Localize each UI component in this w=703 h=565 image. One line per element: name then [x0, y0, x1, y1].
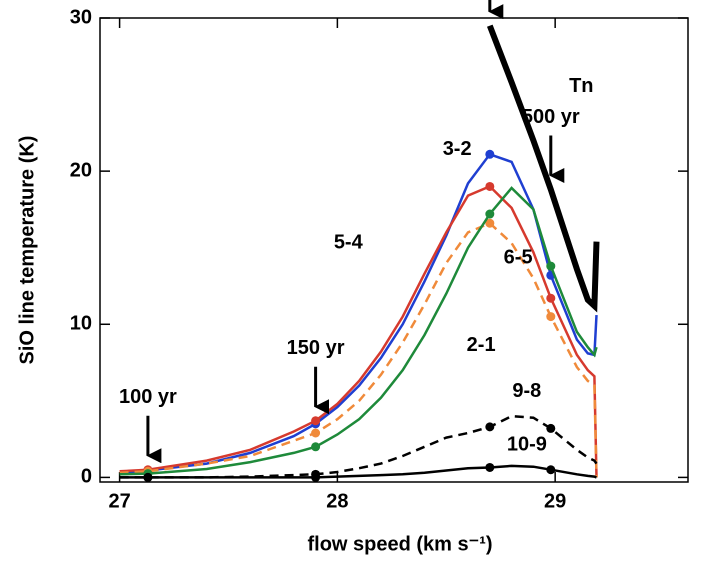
series-line: [119, 186, 598, 476]
point: [546, 293, 556, 303]
series-label: 2-1: [467, 334, 496, 356]
y-tick-label: 0: [81, 466, 92, 488]
series-line: [487, 24, 600, 313]
series-label: 6-5: [504, 247, 533, 269]
point: [311, 442, 321, 452]
y-tick-label: 30: [70, 6, 92, 28]
point: [485, 209, 495, 219]
point: [546, 465, 556, 475]
point: [546, 261, 556, 271]
series-label: 5-4: [334, 231, 364, 253]
point: [485, 218, 495, 228]
plot-area: [119, 24, 600, 482]
y-tick-label: 10: [70, 313, 92, 335]
y-axis-label: SiO line temperature (K): [16, 136, 38, 365]
annotation: 500 yr: [522, 106, 580, 128]
point: [546, 312, 556, 322]
point: [143, 472, 153, 482]
point: [311, 416, 321, 426]
series-line: [119, 221, 598, 478]
point: [485, 181, 495, 191]
series-label: Tn: [569, 75, 593, 97]
series-label: 3-2: [443, 138, 472, 160]
x-tick-label: 28: [326, 490, 348, 512]
series-label: 9-8: [512, 380, 541, 402]
series-line: [119, 464, 597, 479]
series-line: [119, 184, 598, 478]
series-line: [119, 152, 598, 475]
point: [485, 462, 495, 472]
x-tick-label: 27: [108, 490, 130, 512]
point: [485, 149, 495, 159]
point: [546, 423, 556, 433]
series-label: 10-9: [507, 434, 547, 456]
annotation: 150 yr: [287, 337, 345, 359]
x-axis-label: flow speed (km s⁻¹): [307, 533, 492, 555]
x-tick-label: 29: [544, 490, 566, 512]
y-tick-label: 20: [70, 159, 92, 181]
annotation: 100 yr: [119, 386, 177, 408]
plot-frame: [99, 17, 689, 483]
point: [311, 428, 321, 438]
point: [485, 422, 495, 432]
series-line: [119, 414, 598, 479]
point: [311, 472, 321, 482]
